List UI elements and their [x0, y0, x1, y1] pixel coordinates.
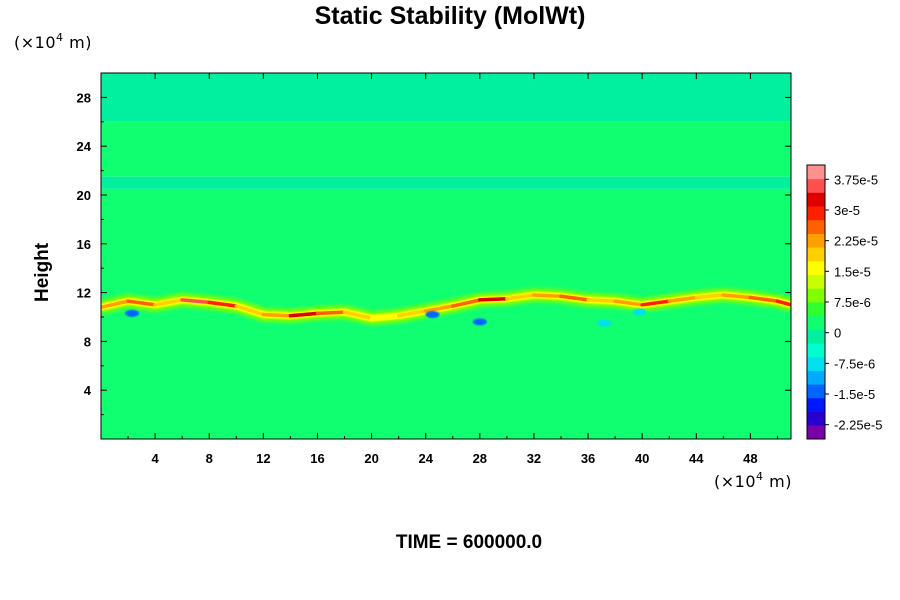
- colorbar-label: -7.5e-6: [834, 356, 875, 371]
- x-tick-label: 16: [310, 451, 324, 466]
- ridge-segment: [613, 299, 644, 307]
- x-tick-label: 36: [581, 451, 595, 466]
- x-tick-label: 20: [364, 451, 378, 466]
- colorbar-label: -2.25e-5: [834, 418, 882, 433]
- colorbar-swatch: [807, 315, 825, 330]
- colorbar-swatch: [807, 397, 825, 412]
- colorbar-swatch: [807, 329, 825, 344]
- colorbar: 3.75e-5 3e-5 2.25e-5 1.5e-5 7.5e-6 0 -7.5e-6 -1…: [806, 164, 882, 440]
- ridge-segment: [234, 304, 266, 317]
- colorbar-swatch: [807, 411, 825, 426]
- x-tick-label: 44: [689, 451, 704, 466]
- ridge-segment: [342, 310, 374, 320]
- y-tick-label: 24: [77, 139, 92, 154]
- y-unit-end: m): [63, 33, 92, 52]
- value-band-1: [101, 121, 791, 177]
- colorbar-label: 1.5e-5: [834, 264, 871, 279]
- colorbar-swatch: [807, 384, 825, 399]
- negative-spot-4: [597, 319, 612, 327]
- colorbar-swatch: [807, 288, 825, 303]
- ridge-segment: [775, 299, 791, 307]
- value-band-2: [101, 176, 791, 189]
- colorbar-swatch: [807, 356, 825, 371]
- x-tick-label: 4: [152, 451, 160, 466]
- y-tick-label: 12: [77, 286, 91, 301]
- ridge-segment: [505, 293, 536, 301]
- negative-spot-0: [125, 309, 140, 317]
- x-axis-unit: (×104 m): [714, 470, 792, 491]
- colorbar-swatch: [807, 302, 825, 317]
- colorbar-label: -1.5e-5: [834, 387, 875, 402]
- ridge-segment: [369, 314, 401, 320]
- time-label: TIME = 600000.0: [395, 532, 543, 553]
- colorbar-label: 7.5e-6: [834, 295, 871, 310]
- x-tick-label: 8: [206, 451, 213, 466]
- x-unit-exponent: 4: [756, 470, 764, 483]
- negative-spot-1: [425, 311, 440, 319]
- colorbar-swatch: [807, 370, 825, 385]
- value-band-0: [101, 73, 791, 122]
- ridge-segment: [396, 309, 428, 318]
- colorbar-swatch: [807, 206, 825, 221]
- y-tick-label: 20: [77, 188, 91, 203]
- ridge-segment: [207, 300, 239, 308]
- y-unit-exponent: 4: [56, 31, 64, 44]
- y-unit-base: (×10: [14, 33, 57, 52]
- ridge-segment: [126, 299, 157, 307]
- x-unit-end: m): [763, 472, 792, 491]
- colorbar-swatch: [807, 274, 825, 289]
- y-tick-label: 16: [77, 237, 91, 252]
- ridge-segment: [694, 293, 726, 300]
- colorbar-label: 2.25e-5: [834, 234, 878, 249]
- y-tick-label: 28: [77, 90, 91, 105]
- ridge-segment: [261, 312, 293, 318]
- colorbar-swatch: [807, 219, 825, 234]
- colorbar-swatch: [807, 343, 825, 358]
- negative-spot-2: [472, 318, 487, 326]
- negative-spot-3: [632, 308, 647, 316]
- ridge-segment: [180, 298, 211, 305]
- ridge-segment: [721, 293, 753, 300]
- ridge-segment: [586, 298, 617, 303]
- x-tick-label: 40: [635, 451, 649, 466]
- colorbar-label: 0: [834, 326, 841, 341]
- colorbar-swatch: [807, 165, 825, 180]
- colorbar-swatch: [807, 178, 825, 193]
- ridge-segment: [101, 299, 130, 309]
- colorbar-swatch: [807, 233, 825, 248]
- colorbar-label: 3e-5: [834, 203, 860, 218]
- colorbar-swatch: [807, 425, 825, 440]
- y-tick-label: 4: [84, 383, 92, 398]
- ridge-segment: [559, 294, 590, 302]
- ridge-segment: [451, 298, 482, 308]
- ridge-segment: [288, 311, 320, 318]
- x-tick-label: 28: [473, 451, 487, 466]
- ridge-segment: [153, 298, 184, 307]
- ridge-segment: [640, 299, 671, 307]
- ridge-segment: [667, 295, 699, 303]
- y-axis-unit: (×104 m): [14, 31, 92, 52]
- x-tick-label: 12: [256, 451, 270, 466]
- ridge-segment: [478, 296, 509, 302]
- colorbar-swatch: [807, 247, 825, 262]
- plot-frame: [100, 72, 792, 440]
- x-tick-label: 32: [527, 451, 541, 466]
- x-tick-label: 24: [418, 451, 433, 466]
- ridge-segment: [748, 295, 780, 303]
- heatmap-field: [101, 73, 791, 439]
- colorbar-swatch: [807, 192, 825, 207]
- colorbar-swatch: [807, 260, 825, 275]
- y-tick-label: 8: [84, 334, 91, 349]
- colorbar-label: 3.75e-5: [834, 172, 878, 187]
- chart-title: Static Stability (MolWt): [314, 2, 586, 30]
- ridge-segment: [532, 293, 563, 299]
- x-tick-label: 48: [743, 451, 757, 466]
- x-unit-base: (×10: [714, 472, 757, 491]
- ridge-segment: [315, 310, 347, 316]
- ridge-segment: [423, 304, 455, 313]
